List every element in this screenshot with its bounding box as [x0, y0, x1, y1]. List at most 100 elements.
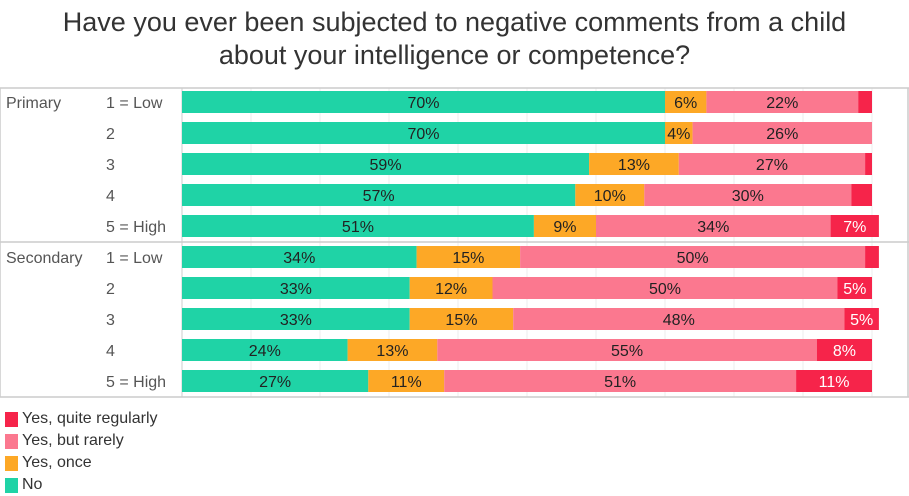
data-label: 33%: [280, 312, 312, 329]
bar-segment: [513, 308, 845, 330]
legend-item-but-rarely: Yes, but rarely: [5, 430, 158, 452]
data-label: 13%: [618, 157, 650, 174]
bar-segment: [851, 184, 872, 206]
bar-segment: [665, 91, 707, 113]
bar-segment: [665, 122, 693, 144]
legend-swatch: [5, 455, 18, 471]
data-label: 5%: [843, 281, 866, 298]
bar-segment: [858, 91, 872, 113]
category-label: 1 = Low: [106, 95, 163, 112]
legend-swatch: [5, 411, 18, 427]
bar-segment: [837, 277, 872, 299]
data-label: 27%: [259, 374, 291, 391]
data-label: 8%: [833, 343, 856, 360]
category-label: 3: [106, 312, 115, 329]
bar-segment: [347, 339, 438, 361]
category-label: 1 = Low: [106, 250, 163, 267]
bar-segment: [182, 246, 417, 268]
category-label: 2: [106, 126, 115, 143]
category-label: 2: [106, 281, 115, 298]
bar-segment: [706, 91, 859, 113]
bar-segment: [182, 153, 590, 175]
bar-segment: [844, 308, 879, 330]
data-label: 13%: [376, 343, 408, 360]
data-label: 15%: [445, 312, 477, 329]
category-label: 4: [106, 188, 115, 205]
category-label: 4: [106, 343, 115, 360]
bar-segment: [182, 370, 369, 392]
bar-segment: [409, 308, 514, 330]
bar-segment: [182, 122, 665, 144]
bar-segment: [816, 339, 872, 361]
bar-segment: [678, 153, 866, 175]
legend-item-once: Yes, once: [5, 452, 158, 474]
bar-segment: [692, 122, 872, 144]
data-label: 34%: [697, 219, 729, 236]
legend-item-quite-regularly: Yes, quite regularly: [5, 408, 158, 430]
bar-segment: [444, 370, 797, 392]
data-label: 70%: [407, 95, 439, 112]
data-label: 34%: [283, 250, 315, 267]
bar-segment: [533, 215, 596, 237]
data-label: 33%: [280, 281, 312, 298]
bar-segment: [596, 215, 831, 237]
chart-title-line-2: about your intelligence or competence?: [218, 40, 691, 70]
data-label: 4%: [667, 126, 690, 143]
data-label: 10%: [594, 188, 626, 205]
data-label: 48%: [663, 312, 695, 329]
bar-segment: [437, 339, 817, 361]
legend-label: No: [22, 476, 43, 493]
bar-segment: [644, 184, 852, 206]
bar-segment: [182, 91, 665, 113]
bar-segment: [182, 215, 534, 237]
data-label: 26%: [766, 126, 798, 143]
category-label: 5 = High: [106, 374, 166, 391]
bar-segment: [865, 153, 872, 175]
bar-segment: [368, 370, 445, 392]
data-label: 51%: [342, 219, 374, 236]
data-label: 51%: [604, 374, 636, 391]
data-label: 24%: [249, 343, 281, 360]
bar-segment: [182, 339, 348, 361]
legend: Yes, quite regularly Yes, but rarely Yes…: [5, 408, 158, 496]
data-label: 15%: [452, 250, 484, 267]
category-label: 5 = High: [106, 219, 166, 236]
data-label: 7%: [843, 219, 866, 236]
bar-segment: [589, 153, 679, 175]
bar-segment: [796, 370, 872, 392]
bar-segment: [575, 184, 645, 206]
bar-segment: [865, 246, 879, 268]
legend-swatch: [5, 433, 18, 449]
chart-title-line-1: Have you ever been subjected to negative…: [62, 7, 847, 37]
data-label: 30%: [732, 188, 764, 205]
bar-segment: [492, 277, 838, 299]
bar-segment: [182, 184, 576, 206]
legend-item-no: No: [5, 474, 158, 496]
bar-segment: [416, 246, 521, 268]
data-label: 12%: [435, 281, 467, 298]
bar-segment: [520, 246, 866, 268]
bar-segment: [182, 277, 410, 299]
bar-segment: [409, 277, 493, 299]
data-label: 50%: [649, 281, 681, 298]
data-label: 6%: [674, 95, 697, 112]
data-label: 27%: [756, 157, 788, 174]
data-label: 55%: [611, 343, 643, 360]
category-label: 3: [106, 157, 115, 174]
data-label: 9%: [553, 219, 576, 236]
group-label: Secondary: [6, 250, 83, 267]
data-label: 50%: [677, 250, 709, 267]
data-label: 59%: [370, 157, 402, 174]
legend-swatch: [5, 477, 18, 493]
chart-title: Have you ever been subjected to negative…: [0, 6, 909, 72]
group-label: Primary: [6, 95, 61, 112]
data-label: 70%: [407, 126, 439, 143]
data-label: 11%: [391, 374, 422, 391]
legend-label: Yes, but rarely: [22, 432, 124, 449]
bar-segment: [182, 308, 410, 330]
bar-segment: [830, 215, 879, 237]
data-label: 57%: [363, 188, 395, 205]
legend-label: Yes, once: [22, 454, 92, 471]
data-label: 11%: [819, 374, 850, 391]
data-label: 5%: [850, 312, 873, 329]
